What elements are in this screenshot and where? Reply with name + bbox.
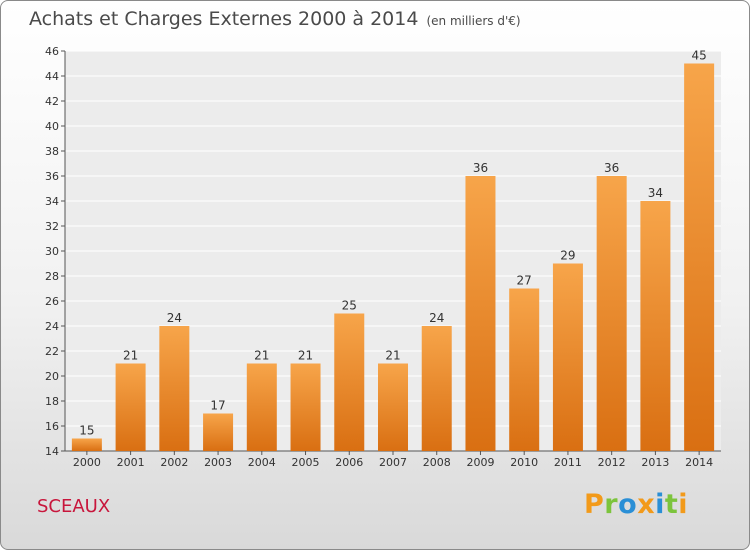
y-tick-label: 46	[45, 45, 59, 58]
y-tick-label: 44	[45, 70, 59, 83]
bar-value-label: 45	[691, 49, 706, 63]
bar-value-label: 24	[167, 311, 182, 325]
bar	[246, 363, 277, 451]
bar-value-label: 34	[648, 186, 663, 200]
x-tick-label: 2008	[423, 456, 451, 469]
bar	[71, 438, 102, 451]
x-tick-label: 2013	[641, 456, 669, 469]
logo-letter: t	[664, 489, 679, 520]
bar-value-label: 21	[254, 349, 269, 363]
y-tick-label: 26	[45, 295, 59, 308]
proxiti-logo: Proxiti	[584, 489, 688, 520]
bar	[596, 176, 627, 451]
logo-letter: o	[618, 489, 638, 520]
bar	[684, 63, 715, 451]
y-tick-label: 34	[45, 195, 59, 208]
bar-value-label: 21	[298, 349, 313, 363]
y-tick-label: 20	[45, 370, 59, 383]
bar	[203, 413, 234, 451]
bar-value-label: 36	[473, 161, 488, 175]
bar	[552, 263, 583, 451]
bar-value-label: 21	[123, 349, 138, 363]
bar	[159, 326, 190, 451]
bar	[465, 176, 496, 451]
y-tick-label: 16	[45, 420, 59, 433]
y-tick-label: 28	[45, 270, 59, 283]
x-tick-label: 2003	[204, 456, 232, 469]
bar-value-label: 36	[604, 161, 619, 175]
bar-value-label: 21	[385, 349, 400, 363]
y-tick-label: 32	[45, 220, 59, 233]
bar-value-label: 24	[429, 311, 444, 325]
chart-subtitle: (en milliers d'€)	[426, 14, 521, 28]
x-tick-label: 2012	[598, 456, 626, 469]
y-tick-label: 40	[45, 120, 59, 133]
x-tick-label: 2002	[160, 456, 188, 469]
y-tick-label: 42	[45, 95, 59, 108]
x-tick-label: 2011	[554, 456, 582, 469]
x-tick-label: 2014	[685, 456, 713, 469]
y-tick-label: 22	[45, 345, 59, 358]
bar	[334, 313, 365, 451]
x-tick-label: 2005	[292, 456, 320, 469]
y-tick-label: 38	[45, 145, 59, 158]
bar	[378, 363, 408, 451]
x-tick-label: 2004	[248, 456, 276, 469]
logo-letter: P	[584, 489, 605, 520]
x-tick-label: 2009	[466, 456, 494, 469]
chart-title: Achats et Charges Externes 2000 à 2014 (e…	[29, 8, 521, 30]
chart-title-text: Achats et Charges Externes 2000 à 2014	[29, 8, 419, 30]
x-tick-label: 2010	[510, 456, 538, 469]
logo-letter: r	[604, 489, 619, 520]
y-tick-label: 30	[45, 245, 59, 258]
bar-value-label: 25	[342, 299, 357, 313]
bar	[290, 363, 321, 451]
bar-value-label: 27	[517, 274, 532, 288]
bar-value-label: 17	[210, 399, 225, 413]
y-tick-label: 18	[45, 395, 59, 408]
bar-value-label: 15	[79, 424, 94, 438]
bar	[509, 288, 540, 451]
x-tick-label: 2000	[73, 456, 101, 469]
y-tick-label: 24	[45, 320, 59, 333]
city-name: SCEAUX	[37, 496, 111, 517]
logo-letter: i	[678, 489, 689, 520]
bar	[640, 201, 671, 451]
bar	[421, 326, 452, 451]
y-tick-label: 14	[45, 445, 59, 458]
x-tick-label: 2006	[335, 456, 363, 469]
bar-value-label: 29	[560, 249, 575, 263]
logo-letter: x	[637, 489, 656, 520]
logo-letter: i	[655, 489, 665, 520]
x-tick-label: 2001	[117, 456, 145, 469]
y-tick-label: 36	[45, 170, 59, 183]
bar	[115, 363, 146, 451]
x-tick-label: 2007	[379, 456, 407, 469]
